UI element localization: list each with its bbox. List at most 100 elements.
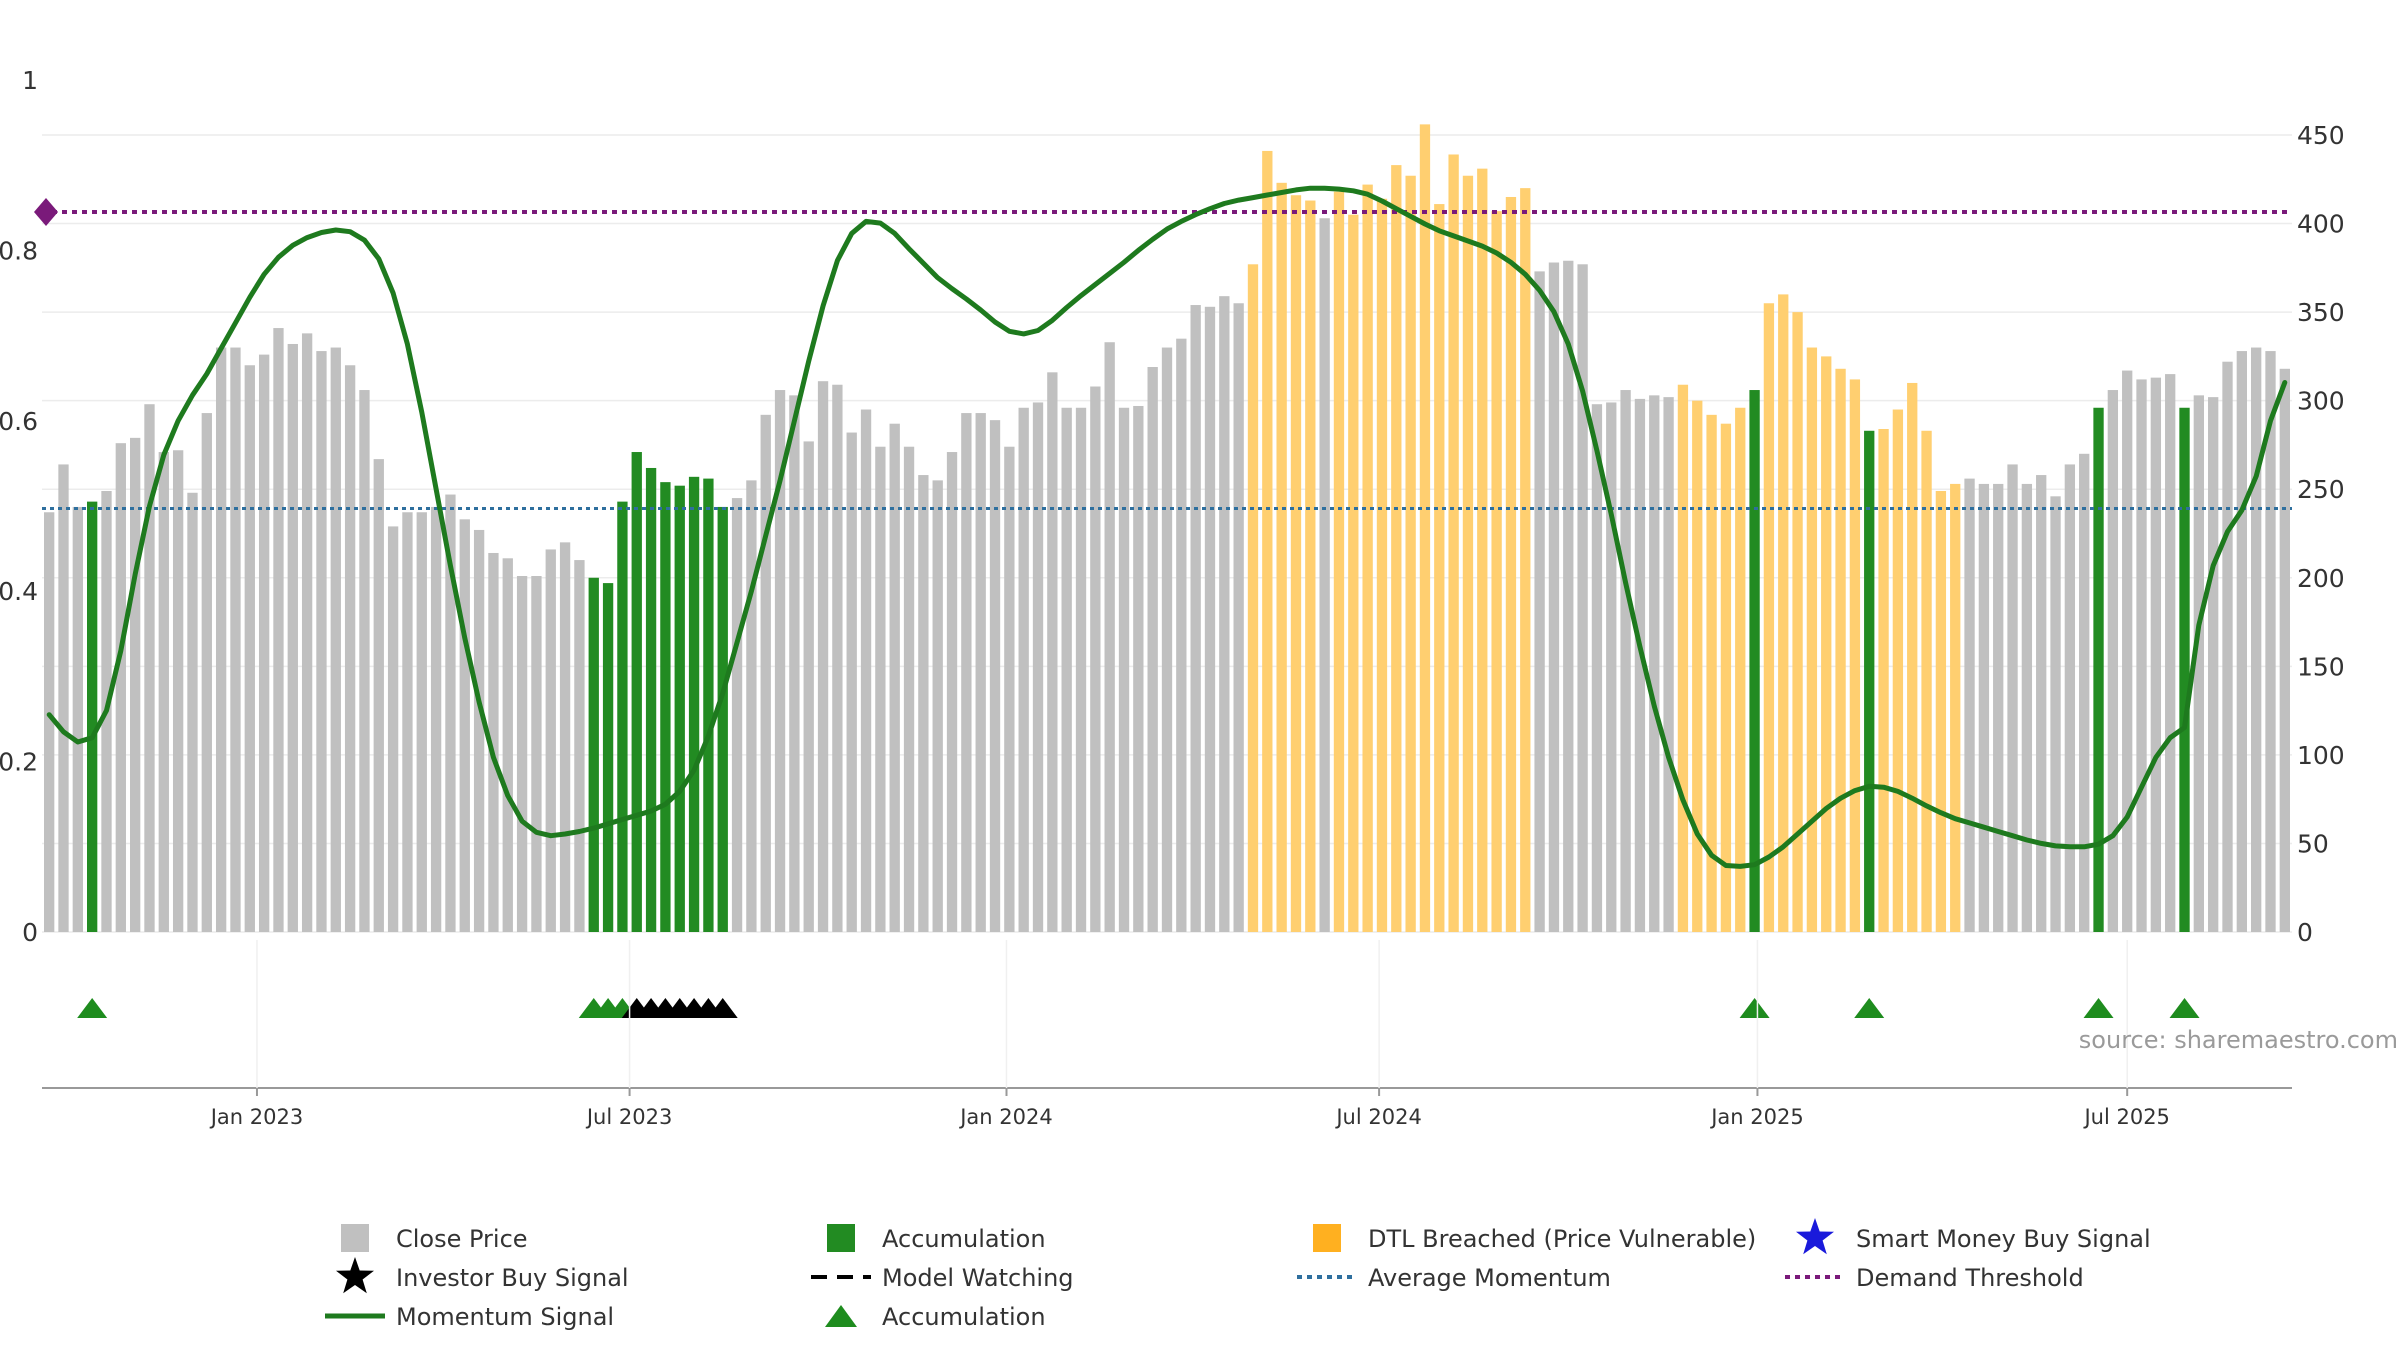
price-bar — [617, 501, 628, 932]
momentum-signal-line — [46, 185, 2288, 869]
legend-item: Accumulation — [825, 1303, 1046, 1331]
price-bar — [846, 432, 857, 932]
price-bar — [2208, 397, 2219, 932]
price-bar — [115, 443, 126, 932]
x-tick-label: Jul 2024 — [1334, 1105, 1421, 1129]
price-bar — [201, 413, 212, 932]
price-bar — [1118, 407, 1130, 932]
price-bar — [674, 485, 685, 932]
price-bar — [1391, 165, 1402, 932]
price-bar — [1434, 204, 1445, 932]
price-bar — [1634, 398, 1646, 932]
price-bar — [144, 404, 155, 933]
price-bar — [2136, 379, 2147, 932]
price-bar — [1835, 368, 1846, 933]
legend-swatch — [827, 1224, 855, 1252]
price-bar — [316, 351, 327, 932]
left-tick-label: 0.4 — [0, 577, 38, 606]
price-bar — [187, 492, 198, 932]
legend-item: Close Price — [341, 1224, 528, 1253]
price-bar — [903, 446, 915, 932]
price-bar — [2150, 377, 2162, 932]
price-bar — [1577, 264, 1588, 932]
accumulation-triangle — [1739, 998, 1770, 1018]
price-bar — [1419, 124, 1431, 932]
price-bar — [559, 542, 571, 932]
left-axis: 0 0.2 0.4 0.6 0.8 1 — [0, 66, 38, 947]
price-bar — [1061, 407, 1072, 932]
price-bar — [1878, 429, 1889, 932]
left-tick-label: 0.2 — [0, 748, 38, 777]
price-bar — [330, 347, 341, 932]
price-bar — [2279, 368, 2290, 933]
watch-triangle — [707, 998, 738, 1018]
price-bar — [1892, 409, 1904, 932]
price-bar — [1448, 154, 1459, 932]
price-bar — [645, 467, 657, 932]
left-tick-label: 0.6 — [0, 407, 38, 436]
left-tick-label: 0 — [22, 918, 38, 947]
price-bar — [1190, 305, 1201, 932]
price-bar — [1233, 303, 1244, 932]
legend-label: Demand Threshold — [1856, 1264, 2084, 1292]
price-bar — [1950, 483, 1961, 932]
right-tick-label: 300 — [2297, 387, 2345, 416]
price-bar — [1348, 214, 1359, 932]
price-bar — [1147, 367, 1158, 932]
right-axis: 0 50 100 150 200 250 300 350 400 450 — [2297, 121, 2345, 947]
price-bar — [1563, 260, 1574, 932]
price-bar — [1548, 262, 1560, 932]
price-bar — [287, 343, 298, 933]
price-bar — [402, 512, 413, 932]
price-bar — [1778, 294, 1789, 932]
right-tick-label: 150 — [2297, 652, 2345, 681]
price-bar — [459, 519, 470, 932]
price-bar — [1047, 372, 1058, 933]
price-bar — [258, 354, 270, 932]
price-bar — [1405, 175, 1416, 933]
left-tick-label: 1 — [22, 66, 38, 95]
left-tick-label: 0.8 — [0, 236, 38, 265]
legend-triangle — [825, 1305, 857, 1327]
legend-star-icon — [1796, 1218, 1834, 1255]
price-bar — [215, 347, 227, 932]
price-bar — [2036, 475, 2047, 932]
price-bar — [1333, 191, 1345, 933]
price-bar — [72, 506, 83, 932]
price-bar — [1491, 211, 1502, 932]
price-bar — [1978, 483, 1990, 932]
price-bars — [44, 124, 2290, 933]
legend-item: Average Momentum — [1297, 1264, 1611, 1292]
price-bar — [2007, 464, 2018, 932]
right-tick-label: 0 — [2297, 918, 2313, 947]
price-bar — [1620, 390, 1631, 932]
price-bar — [1921, 430, 1932, 932]
price-bar — [1505, 196, 1517, 932]
price-bar — [1591, 404, 1603, 933]
price-bar — [989, 420, 1001, 932]
x-tick-label: Jul 2023 — [585, 1105, 672, 1129]
price-bar — [660, 482, 671, 932]
source-label: source: sharemaestro.com — [2079, 1026, 2398, 1054]
legend-item: Accumulation — [827, 1224, 1046, 1253]
price-bar — [2179, 407, 2190, 932]
price-bar — [1806, 347, 1818, 932]
legend-swatch — [1313, 1224, 1341, 1252]
legend-item: Model Watching — [811, 1264, 1074, 1292]
legend-item: Momentum Signal — [325, 1303, 614, 1331]
price-bar — [1090, 386, 1101, 932]
right-tick-label: 250 — [2297, 475, 2345, 504]
price-bar — [44, 512, 55, 932]
price-bar — [1993, 483, 2004, 932]
price-bar — [1161, 347, 1173, 932]
legend-label: Accumulation — [882, 1303, 1046, 1331]
price-bar — [2122, 370, 2133, 933]
price-bar — [1219, 296, 1230, 932]
price-bar — [574, 560, 585, 932]
price-bar — [172, 450, 184, 932]
x-axis: Jan 2023 Jul 2023 Jan 2024 Jul 2024 Jan 2025… — [42, 940, 2292, 1129]
price-bar — [746, 480, 757, 932]
price-bar — [1649, 395, 1660, 932]
price-bar — [1792, 312, 1803, 933]
x-tick-label: Jan 2025 — [1709, 1105, 1804, 1129]
